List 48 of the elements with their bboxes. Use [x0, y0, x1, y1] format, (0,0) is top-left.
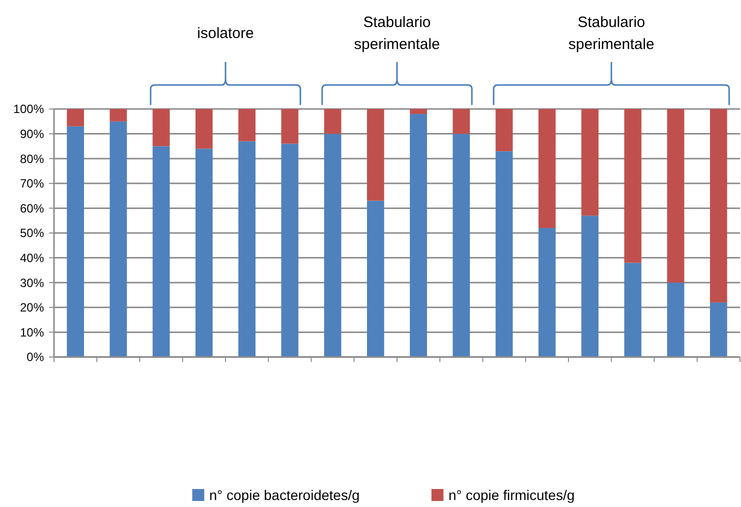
bar — [410, 114, 428, 357]
bar — [195, 109, 213, 149]
y-tick-label: 50% — [20, 226, 44, 240]
bar — [667, 109, 684, 283]
legend-label: n° copie firmicutes/g — [448, 486, 575, 503]
y-tick-label: 100% — [13, 102, 44, 116]
bar — [324, 134, 342, 357]
bar — [238, 109, 256, 142]
bar — [281, 144, 298, 357]
bar — [581, 216, 599, 357]
bar — [452, 109, 470, 134]
bar — [152, 146, 170, 357]
bar — [238, 141, 256, 357]
bar — [110, 109, 127, 122]
y-tick-label: 0% — [26, 350, 44, 364]
text: Stabulario sperimentale — [568, 14, 654, 53]
legend-label: n° copie bacteroidetes/g — [209, 486, 360, 503]
y-tick-label: 30% — [20, 276, 44, 290]
bar — [66, 109, 84, 126]
bar — [538, 228, 556, 357]
bar — [710, 109, 728, 302]
text: isolatore — [197, 25, 254, 42]
bar — [538, 109, 556, 228]
bar — [152, 109, 170, 146]
bar — [195, 148, 213, 357]
bar — [624, 262, 642, 357]
bar — [452, 134, 470, 357]
y-tick-label: 80% — [20, 152, 44, 166]
bar — [496, 151, 513, 357]
bar — [110, 121, 127, 357]
bar — [667, 282, 684, 357]
bar — [366, 200, 384, 357]
y-tick-label: 10% — [20, 325, 44, 340]
bar — [324, 109, 342, 134]
bar — [581, 109, 599, 216]
bar — [496, 109, 513, 152]
text: Stabulario sperimentale — [354, 14, 440, 53]
bar — [410, 109, 428, 114]
bar — [66, 126, 84, 357]
bar — [624, 109, 642, 263]
y-tick-label: 70% — [20, 176, 44, 191]
y-tick-label: 60% — [20, 201, 44, 216]
bar — [281, 109, 298, 144]
y-tick-label: 90% — [20, 127, 44, 141]
bar — [710, 302, 728, 357]
y-tick-label: 40% — [20, 251, 44, 265]
y-tick-label: 20% — [20, 300, 44, 315]
bar — [366, 109, 384, 201]
